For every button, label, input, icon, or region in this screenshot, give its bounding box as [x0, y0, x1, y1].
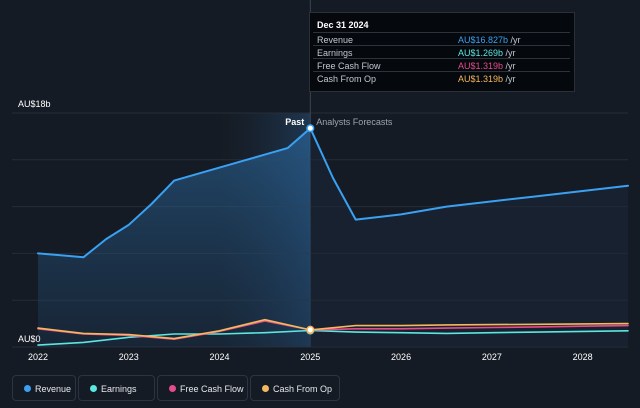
tooltip-value: AU$1.319b: [458, 61, 504, 71]
tooltip-label: Earnings: [317, 48, 353, 58]
legend-item-cash-from-op[interactable]: Cash From Op: [250, 375, 340, 401]
y-axis-bottom-label: AU$0: [18, 334, 41, 344]
tooltip-label: Revenue: [317, 35, 354, 45]
x-tick-label: 2028: [573, 352, 593, 362]
cash-from-op-marker: [306, 325, 315, 334]
revenue-line: [37, 127, 629, 259]
legend-label: Earnings: [101, 384, 137, 394]
tooltip-value: AU$16.827b: [458, 35, 509, 45]
tooltip-unit: /yr: [503, 61, 516, 71]
legend-label: Free Cash Flow: [180, 384, 244, 394]
legend-label: Cash From Op: [273, 384, 333, 394]
legend-item-revenue[interactable]: Revenue: [12, 375, 76, 401]
tooltip-value: AU$1.319b: [458, 74, 504, 84]
legend-dot-icon: [90, 385, 97, 392]
legend-item-free-cash-flow[interactable]: Free Cash Flow: [157, 375, 248, 401]
past-label: Past: [285, 117, 304, 127]
x-tick-label: 2025: [300, 352, 320, 362]
tooltip-unit: /yr: [508, 35, 521, 45]
tooltip-label: Free Cash Flow: [317, 61, 381, 71]
x-tick-label: 2023: [119, 352, 139, 362]
x-tick-label: 2026: [391, 352, 411, 362]
revenue-forecast-area: [310, 128, 628, 347]
tooltip-label: Cash From Op: [317, 74, 377, 84]
tooltip-row-free-cash-flow: Free Cash Flow AU$1.319b /yr: [313, 58, 570, 72]
legend-label: Revenue: [35, 384, 72, 394]
tooltip-unit: /yr: [503, 74, 516, 84]
y-axis-top-label: AU$18b: [18, 99, 51, 109]
tooltip-unit: /yr: [503, 48, 516, 58]
cash-from-op-line: [37, 318, 629, 340]
tooltip-date: Dec 31 2024: [317, 20, 369, 30]
revenue-marker: [306, 124, 315, 133]
analysts-forecasts-label: Analysts Forecasts: [316, 117, 393, 127]
tooltip-row-revenue: Revenue AU$16.827b /yr: [313, 32, 570, 46]
x-tick-label: 2022: [28, 352, 48, 362]
x-tick-label: 2027: [482, 352, 502, 362]
legend-item-earnings[interactable]: Earnings: [78, 375, 155, 401]
revenue-past-area: [38, 128, 311, 347]
tooltip-value: AU$1.269b: [458, 48, 504, 58]
legend-dot-icon: [262, 385, 269, 392]
tooltip-row-cash-from-op: Cash From Op AU$1.319b /yr: [313, 71, 570, 85]
legend-dot-icon: [24, 385, 31, 392]
tooltip: Dec 31 2024 Revenue AU$16.827b /yr Earni…: [309, 12, 575, 92]
x-tick-label: 2024: [210, 352, 230, 362]
tooltip-row-earnings: Earnings AU$1.269b /yr: [313, 45, 570, 59]
legend-dot-icon: [169, 385, 176, 392]
